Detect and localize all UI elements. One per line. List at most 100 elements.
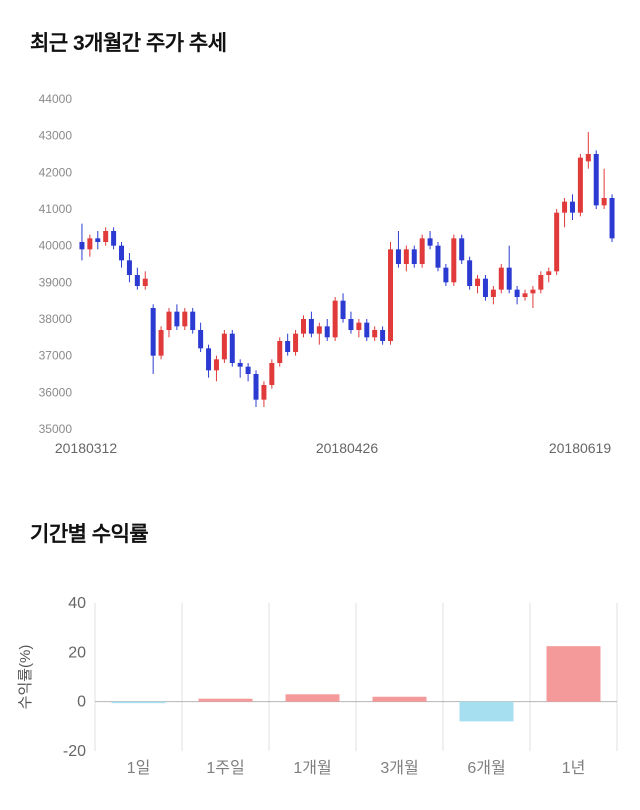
candle-body xyxy=(601,198,607,206)
candle-body xyxy=(324,326,330,338)
price-axis-tick: 40000 xyxy=(39,239,73,253)
candle-body xyxy=(585,154,591,162)
candle-body xyxy=(356,322,362,330)
period-label: 3개월 xyxy=(380,759,418,777)
y-axis-title: 수익률(%) xyxy=(17,645,34,710)
price-axis-tick: 35000 xyxy=(39,422,73,436)
period-label: 1년 xyxy=(562,759,586,777)
candle-body xyxy=(403,249,409,264)
candle-body xyxy=(190,311,196,330)
candle-body xyxy=(229,333,235,363)
percent-axis-tick: 0 xyxy=(77,694,86,711)
candle-body xyxy=(119,245,125,261)
price-trend-title: 최근 3개월간 주가 추세 xyxy=(30,32,227,55)
candle-body xyxy=(221,333,227,360)
candle-body xyxy=(490,289,496,297)
candle-body xyxy=(79,242,85,250)
price-axis-tick: 44000 xyxy=(39,92,73,106)
period-label: 1일 xyxy=(127,759,151,777)
candle-body xyxy=(87,238,93,250)
price-axis-tick: 43000 xyxy=(39,129,73,143)
candle-body xyxy=(395,249,401,264)
return-bar xyxy=(459,701,514,722)
period-label: 6개월 xyxy=(467,759,505,777)
candle-body xyxy=(340,300,346,319)
candle-body xyxy=(95,238,101,242)
candle-body xyxy=(435,245,441,268)
candle-body xyxy=(134,275,140,286)
candle-body xyxy=(538,275,544,290)
candle-body xyxy=(198,330,204,349)
candle-body xyxy=(506,267,512,290)
candle-body xyxy=(174,311,180,327)
candle-body xyxy=(237,363,243,367)
candle-body xyxy=(451,238,457,283)
candle-body xyxy=(388,249,394,341)
candle-body xyxy=(554,212,560,272)
candle-body xyxy=(443,267,449,283)
candle-body xyxy=(498,267,504,290)
return-bar xyxy=(372,696,427,702)
percent-axis-tick: 40 xyxy=(68,595,86,612)
candle-body xyxy=(364,322,370,338)
candle-body xyxy=(562,201,568,213)
percent-axis-tick: -20 xyxy=(63,743,86,760)
candle-body xyxy=(514,289,520,297)
candle-body xyxy=(427,238,433,246)
date-axis-label: 20180619 xyxy=(549,440,612,456)
percent-axis-tick: 20 xyxy=(68,644,86,661)
return-bar xyxy=(198,698,253,702)
candle-body xyxy=(300,319,306,334)
price-axis-tick: 38000 xyxy=(39,312,73,326)
candle-body xyxy=(206,348,212,371)
candle-body xyxy=(285,341,291,352)
candle-body xyxy=(158,330,164,356)
candle-body xyxy=(253,374,259,400)
return-bar xyxy=(546,646,601,702)
candle-body xyxy=(269,363,275,385)
candle-body xyxy=(419,238,425,264)
candle-body xyxy=(609,198,615,239)
candle-body xyxy=(467,260,473,286)
candle-body xyxy=(522,293,528,297)
price-axis-tick: 39000 xyxy=(39,275,73,289)
candle-body xyxy=(546,271,552,275)
candle-body xyxy=(142,278,148,286)
returns-bar-chart: 40 20 0 -20 1일 1주일 1개월 3개월 6개월 1년 수익률(%) xyxy=(17,595,618,777)
candle-body xyxy=(308,319,314,334)
candlestick-chart: 35000 36000 37000 38000 39000 40000 41000 42000… xyxy=(39,92,615,456)
candle-body xyxy=(482,278,488,297)
candle-body xyxy=(411,249,417,264)
candle-body xyxy=(569,201,575,213)
candle-body xyxy=(316,326,322,334)
returns-title: 기간별 수익률 xyxy=(30,523,149,546)
date-axis-label: 20180312 xyxy=(55,440,118,456)
candle-body xyxy=(459,238,465,261)
price-axis-tick: 37000 xyxy=(39,349,73,363)
period-label: 1개월 xyxy=(293,759,331,777)
price-axis-tick: 42000 xyxy=(39,165,73,179)
candle-body xyxy=(475,278,481,286)
candle-body xyxy=(293,333,299,352)
candle-body xyxy=(150,308,156,356)
candle-body xyxy=(530,289,536,294)
return-bar xyxy=(111,701,166,704)
candle-body xyxy=(182,311,188,327)
candle-body xyxy=(380,330,386,341)
candle-body xyxy=(213,359,219,371)
date-axis-label: 20180426 xyxy=(316,440,379,456)
candle-body xyxy=(261,385,267,400)
return-bar xyxy=(285,694,340,702)
candle-body xyxy=(372,330,378,338)
candle-body xyxy=(332,300,338,338)
candle-body xyxy=(593,154,599,206)
period-label: 1주일 xyxy=(206,759,244,777)
candle-body xyxy=(577,157,583,213)
candle-body xyxy=(245,366,251,374)
candle-body xyxy=(111,231,117,246)
candle-body xyxy=(166,311,172,330)
candle-body xyxy=(103,231,109,242)
candle-body xyxy=(348,319,354,330)
price-axis-tick: 41000 xyxy=(39,202,73,216)
